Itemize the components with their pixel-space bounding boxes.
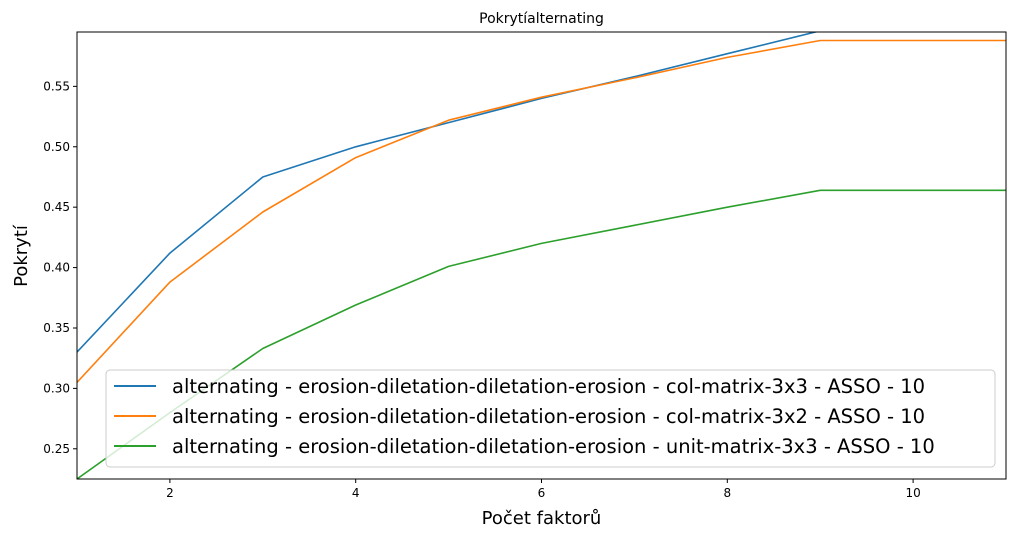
series-line-2: [77, 39, 1006, 383]
x-tick-label: 2: [166, 486, 174, 500]
y-tick-label: 0.55: [43, 79, 70, 93]
x-tick-label: 10: [905, 486, 920, 500]
series-line-1: [77, 32, 819, 353]
y-tick-label: 0.25: [43, 442, 70, 456]
y-axis: 0.25 0.30 0.35 0.40 0.45 0.50 0.55: [43, 79, 77, 456]
legend-label-1: alternating - erosion-diletation-diletat…: [172, 375, 925, 398]
y-tick-label: 0.45: [43, 200, 70, 214]
y-tick-label: 0.50: [43, 140, 70, 154]
y-tick-label: 0.40: [43, 261, 70, 275]
x-tick-label: 8: [723, 486, 731, 500]
legend-label-2: alternating - erosion-diletation-diletat…: [172, 405, 925, 428]
y-tick-label: 0.30: [43, 381, 70, 395]
y-tick-label: 0.35: [43, 321, 70, 335]
legend-box: [105, 369, 996, 468]
y-axis-title: Pokrytí: [11, 224, 32, 287]
x-axis: 2 4 6 8 10: [166, 479, 921, 500]
x-tick-label: 4: [352, 486, 360, 500]
legend-label-3: alternating - erosion-diletation-diletat…: [172, 435, 935, 458]
x-tick-label: 6: [538, 486, 546, 500]
x-axis-title: Počet faktorů: [482, 508, 602, 529]
chart-title: Pokrytíalternating: [479, 11, 604, 27]
legend: alternating - erosion-diletation-diletat…: [105, 369, 996, 468]
